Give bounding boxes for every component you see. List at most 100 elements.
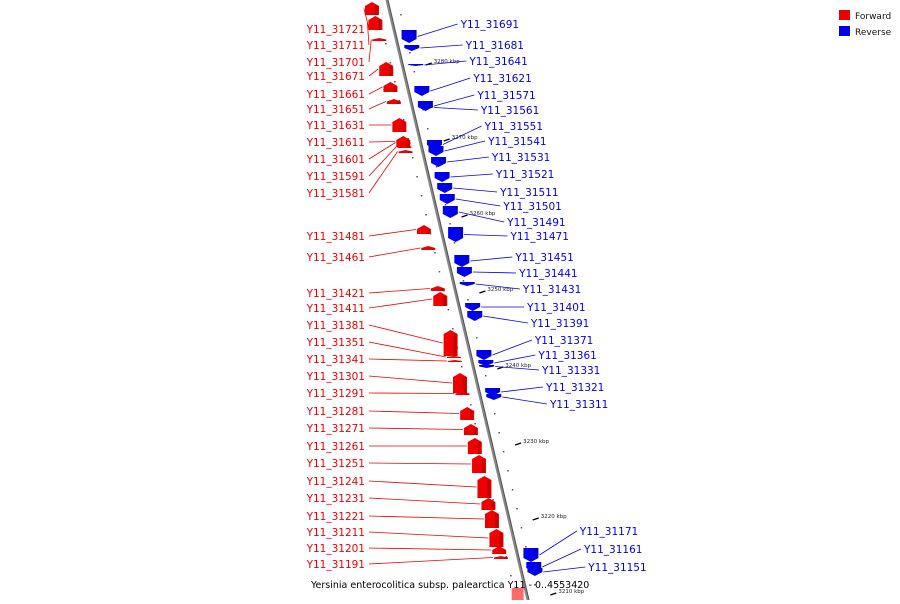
gene-feature-y11-31391[interactable] xyxy=(467,311,483,321)
gene-feature-y11-31501[interactable] xyxy=(439,194,455,204)
gene-feature-y11-31351[interactable] xyxy=(446,356,461,358)
gene-feature-y11-31681[interactable] xyxy=(404,45,420,51)
gene-feature-y11-31241[interactable] xyxy=(477,476,492,498)
gene-label[interactable]: Y11_31371 xyxy=(534,335,593,347)
gene-label[interactable]: Y11_31251 xyxy=(306,458,365,470)
gene-feature-y11-31641[interactable] xyxy=(408,64,424,66)
gene-feature-y11-31361[interactable] xyxy=(478,360,494,366)
gene-feature-y11-31381[interactable] xyxy=(443,330,458,356)
gene-label[interactable]: Y11_31361 xyxy=(537,350,596,362)
gene-label[interactable]: Y11_31401 xyxy=(526,302,585,314)
gene-label[interactable]: Y11_31441 xyxy=(518,268,577,280)
gene-feature-y11-31171[interactable] xyxy=(523,548,539,562)
gene-label[interactable]: Y11_31541 xyxy=(487,136,546,148)
gene-label[interactable]: Y11_31321 xyxy=(545,382,604,394)
gene-label[interactable]: Y11_31521 xyxy=(495,169,554,181)
gene-label[interactable]: Y11_31581 xyxy=(306,188,365,200)
gene-label[interactable]: Y11_31651 xyxy=(306,104,365,116)
gene-label[interactable]: Y11_31661 xyxy=(306,89,365,101)
gene-feature-y11-31401[interactable] xyxy=(465,303,481,311)
gene-feature-y11-31471[interactable] xyxy=(448,227,464,242)
gene-feature-y11-31421[interactable] xyxy=(430,286,445,291)
gene-feature-y11-31331[interactable] xyxy=(479,365,495,368)
gene-label[interactable]: Y11_31601 xyxy=(306,154,365,166)
gene-feature-y11-31601[interactable] xyxy=(396,141,411,144)
gene-label[interactable]: Y11_31641 xyxy=(468,56,527,68)
gene-label[interactable]: Y11_31671 xyxy=(306,71,365,83)
gene-label[interactable]: Y11_31351 xyxy=(306,337,365,349)
gene-label[interactable]: Y11_31411 xyxy=(306,303,365,315)
gene-label[interactable]: Y11_31571 xyxy=(476,90,535,102)
gene-label[interactable]: Y11_31611 xyxy=(306,137,365,149)
gene-label[interactable]: Y11_31391 xyxy=(530,318,589,330)
gene-feature-y11-31261[interactable] xyxy=(467,438,482,454)
gene-feature-y11-31191[interactable] xyxy=(494,556,509,559)
gene-feature-y11-31251[interactable] xyxy=(472,455,487,473)
gene-label[interactable]: Y11_31721 xyxy=(306,24,365,36)
gene-label[interactable]: Y11_31381 xyxy=(306,320,365,332)
gene-feature-y11-31301[interactable] xyxy=(453,373,468,393)
gene-feature-y11-31451[interactable] xyxy=(454,255,470,267)
gene-feature-y11-31281[interactable] xyxy=(460,407,475,420)
gene-feature-y11-31341[interactable] xyxy=(447,360,462,362)
gene-feature-y11-31481[interactable] xyxy=(416,225,431,234)
gene-feature-y11-31441[interactable] xyxy=(456,267,472,277)
gene-label[interactable]: Y11_31681 xyxy=(465,40,524,52)
gene-feature-y11-31661[interactable] xyxy=(383,82,398,92)
gene-label[interactable]: Y11_31271 xyxy=(306,423,365,435)
gene-feature-y11-31311[interactable] xyxy=(486,394,502,400)
gene-label[interactable]: Y11_31491 xyxy=(506,217,565,229)
gene-feature-y11-31151[interactable] xyxy=(527,568,543,576)
gene-feature-y11-31461[interactable] xyxy=(421,246,436,250)
gene-label[interactable]: Y11_31501 xyxy=(502,201,561,213)
gene-label[interactable]: Y11_31701 xyxy=(306,57,365,69)
gene-feature-y11-31371[interactable] xyxy=(476,350,492,360)
gene-feature-y11-31621[interactable] xyxy=(414,86,430,96)
gene-feature-y11-31431[interactable] xyxy=(459,282,475,286)
gene-label[interactable]: Y11_31211 xyxy=(306,527,365,539)
gene-label[interactable]: Y11_31171 xyxy=(579,526,638,538)
gene-feature-y11-31291[interactable] xyxy=(455,392,470,395)
gene-label[interactable]: Y11_31561 xyxy=(480,105,539,117)
gene-label[interactable]: Y11_31621 xyxy=(472,73,531,85)
gene-feature-y11-31691[interactable] xyxy=(401,30,417,43)
gene-feature-y11-31541[interactable] xyxy=(428,146,444,156)
gene-feature-y11-31651[interactable] xyxy=(386,99,401,104)
gene-feature-y11-31231[interactable] xyxy=(481,498,496,510)
gene-label[interactable]: Y11_31191 xyxy=(306,559,365,571)
gene-label[interactable]: Y11_31231 xyxy=(306,493,365,505)
gene-label[interactable]: Y11_31201 xyxy=(306,543,365,555)
gene-feature-y11-31671[interactable] xyxy=(379,62,394,76)
gene-feature-y11-31411[interactable] xyxy=(433,292,448,306)
gene-feature-y11-31631[interactable] xyxy=(392,118,407,132)
gene-feature-y11-31721[interactable] xyxy=(364,2,379,15)
gene-label[interactable]: Y11_31241 xyxy=(306,476,365,488)
gene-label[interactable]: Y11_31711 xyxy=(306,40,365,52)
gene-feature-y11-31221[interactable] xyxy=(484,510,499,528)
gene-label[interactable]: Y11_31631 xyxy=(306,120,365,132)
gene-label[interactable]: Y11_31451 xyxy=(514,252,573,264)
gene-feature-y11-31711[interactable] xyxy=(368,16,383,30)
gene-feature-y11-31581[interactable] xyxy=(398,150,413,153)
gene-feature-y11-31211[interactable] xyxy=(489,529,504,547)
gene-label[interactable]: Y11_31461 xyxy=(306,252,365,264)
gene-label[interactable]: Y11_31471 xyxy=(509,231,568,243)
gene-feature-y11-31491[interactable] xyxy=(442,206,458,218)
gene-label[interactable]: Y11_31431 xyxy=(522,284,581,296)
gene-label[interactable]: Y11_31691 xyxy=(460,19,519,31)
gene-feature-y11-31271[interactable] xyxy=(463,424,478,435)
gene-label[interactable]: Y11_31531 xyxy=(491,152,550,164)
gene-feature-y11-31561[interactable] xyxy=(418,106,434,109)
gene-feature-y11-31591[interactable] xyxy=(397,145,412,148)
gene-label[interactable]: Y11_31551 xyxy=(484,121,543,133)
gene-feature-y11-31511[interactable] xyxy=(437,183,453,193)
gene-label[interactable]: Y11_31261 xyxy=(306,441,365,453)
gene-label[interactable]: Y11_31481 xyxy=(306,231,365,243)
gene-label[interactable]: Y11_31421 xyxy=(306,288,365,300)
gene-label[interactable]: Y11_31591 xyxy=(306,171,365,183)
gene-feature-y11-31521[interactable] xyxy=(434,172,450,182)
gene-label[interactable]: Y11_31331 xyxy=(541,365,600,377)
gene-label[interactable]: Y11_31341 xyxy=(306,354,365,366)
gene-label[interactable]: Y11_31151 xyxy=(587,562,646,574)
gene-label[interactable]: Y11_31511 xyxy=(499,187,558,199)
